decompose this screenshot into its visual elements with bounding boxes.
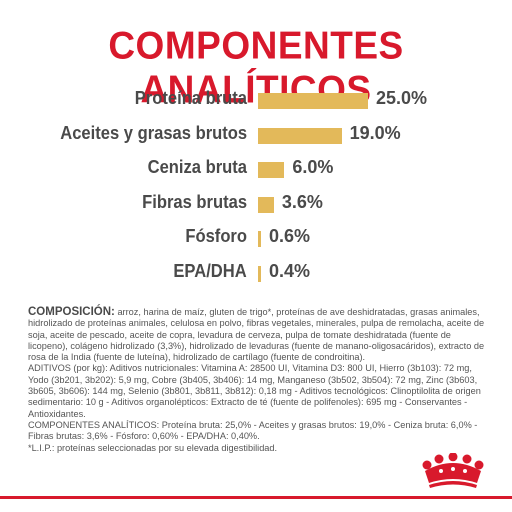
chart-row: Ceniza bruta 6.0% xyxy=(0,154,512,188)
royal-canin-crown-icon xyxy=(422,453,484,488)
additives-text: ADITIVOS (por kg): Aditivos nutricionale… xyxy=(28,363,481,419)
bar xyxy=(258,231,261,247)
composition-body: arroz, harina de maíz, gluten de trigo*,… xyxy=(28,307,485,363)
chart-row: Proteína bruta 25.0% xyxy=(0,85,512,119)
category-label: Aceites y grasas brutos xyxy=(60,122,247,143)
bar xyxy=(258,196,274,213)
value-label: 0.4% xyxy=(269,260,311,281)
value-label: 0.6% xyxy=(269,226,311,246)
value-label: 6.0% xyxy=(292,157,334,177)
bar xyxy=(258,265,261,282)
value-label: 3.6% xyxy=(281,191,323,212)
bottom-accent-bar xyxy=(0,496,512,499)
page-title: COMPONENTES ANALÍTICOS xyxy=(108,23,404,112)
composition-text: COMPOSICIÓN: arroz, harina de maíz, glut… xyxy=(28,306,488,454)
analytic-components-text: COMPONENTES ANALÍTICOS: Proteína bruta: … xyxy=(28,419,478,442)
category-label: Fibras brutas xyxy=(142,191,247,212)
category-label: Proteína bruta xyxy=(134,88,247,108)
lip-note: *L.I.P.: proteínas seleccionadas por su … xyxy=(28,442,278,453)
bar xyxy=(258,127,342,144)
bar-chart: Proteína bruta 25.0% Aceites y grasas brut… xyxy=(0,85,512,285)
category-label: Ceniza bruta xyxy=(147,157,247,177)
chart-row: Fósforo 0.6% xyxy=(0,223,512,257)
category-label: EPA/DHA xyxy=(173,260,247,281)
category-label: Fósforo xyxy=(185,226,247,246)
value-label: 25.0% xyxy=(376,88,428,108)
composition-heading: COMPOSICIÓN: xyxy=(28,306,115,318)
chart-row: EPA/DHA 0.4% xyxy=(0,258,512,292)
bar xyxy=(258,162,285,178)
chart-row: Fibras brutas 3.6% xyxy=(0,189,512,223)
chart-row: Aceites y grasas brutos 19.0% xyxy=(0,120,512,154)
value-label: 19.0% xyxy=(349,122,401,143)
bar xyxy=(258,93,368,109)
